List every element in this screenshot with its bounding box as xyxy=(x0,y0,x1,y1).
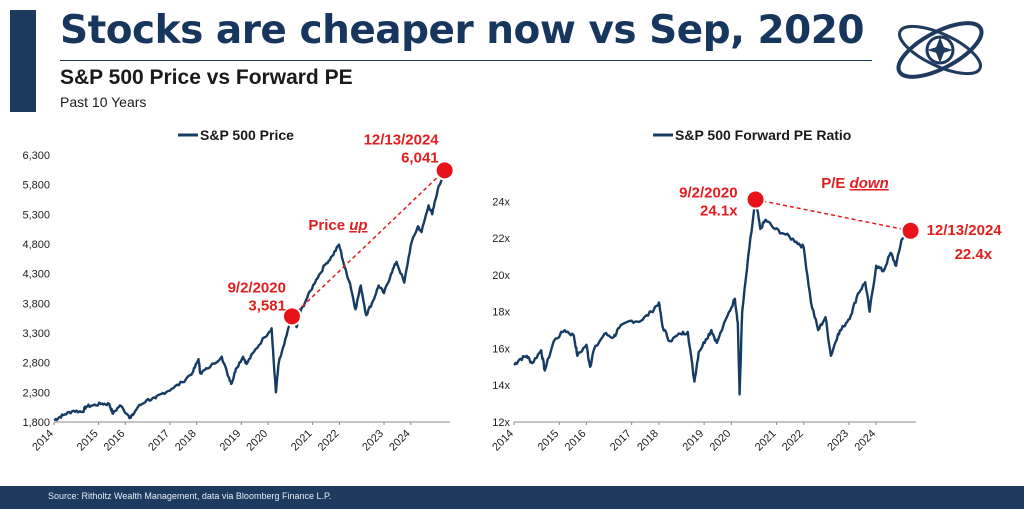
x-tick-label: 2023 xyxy=(360,428,386,454)
trend-line xyxy=(755,198,911,232)
y-tick-label: 12x xyxy=(492,417,510,429)
x-tick-label: 2020 xyxy=(244,428,270,454)
y-tick-label: 6,300 xyxy=(22,150,50,162)
x-tick-label: 2016 xyxy=(102,428,128,454)
annotation-value: 3,581 xyxy=(248,297,286,314)
pe-chart: S&P 500 Forward PE Ratio 12x 14x 16x 18x 20x 2… xyxy=(490,127,1002,453)
x-tick-label: 2017 xyxy=(608,428,634,454)
trend-label-emph: down xyxy=(850,175,889,192)
legend: S&P 500 Price xyxy=(178,127,294,143)
x-tick-label: 2015 xyxy=(75,428,101,454)
y-tick-label: 5,300 xyxy=(22,209,50,221)
x-tick-label: 2014 xyxy=(30,428,56,454)
annotation-value: 24.1x xyxy=(700,203,738,220)
series-line xyxy=(53,170,446,422)
annotation-date: 9/2/2020 xyxy=(679,185,737,202)
highlight-point xyxy=(281,306,302,327)
legend: S&P 500 Forward PE Ratio xyxy=(653,127,851,143)
x-tick-label: 2024 xyxy=(852,428,878,454)
x-tick-label: 2020 xyxy=(708,428,734,454)
legend-label: S&P 500 Price xyxy=(200,127,294,143)
x-tick-label: 2022 xyxy=(780,428,806,454)
highlight-point xyxy=(434,160,455,181)
chart-subtitle: S&P 500 Price vs Forward PE xyxy=(60,66,353,89)
x-tick-label: 2014 xyxy=(490,428,516,454)
highlight-point xyxy=(900,220,921,241)
trend-label-prefix: Price xyxy=(308,217,349,234)
y-tick-label: 2,800 xyxy=(22,358,50,370)
source-note: Source: Ritholtz Wealth Management, data… xyxy=(48,491,332,501)
y-tick-label: 4,800 xyxy=(22,239,50,251)
title-rule xyxy=(60,60,872,61)
x-tick-label: 2015 xyxy=(536,428,562,454)
trend-label-emph: up xyxy=(349,217,367,234)
y-tick-label: 4,300 xyxy=(22,269,50,281)
legend-label: S&P 500 Forward PE Ratio xyxy=(675,127,851,143)
trend-line xyxy=(291,169,446,317)
y-tick-label: 3,800 xyxy=(22,298,50,310)
series-line xyxy=(513,198,911,396)
charts-area: S&P 500 Price 1,800 2,300 2,800 3,300 3,800 4,… xyxy=(22,127,1002,454)
trend-label-prefix: P/E xyxy=(821,175,849,192)
annotation-value: 22.4x xyxy=(955,246,993,263)
x-tick-label: 2019 xyxy=(680,428,706,454)
y-tick-label: 18x xyxy=(492,307,510,319)
x-tick-label: 2018 xyxy=(173,428,199,454)
y-tick-label: 5,800 xyxy=(22,180,50,192)
y-tick-label: 22x xyxy=(492,233,510,245)
x-tick-label: 2021 xyxy=(753,428,779,454)
accent-bar xyxy=(10,10,36,112)
y-tick-label: 2,300 xyxy=(22,387,50,399)
y-tick-label: 20x xyxy=(492,270,510,282)
annotation-value: 6,041 xyxy=(401,149,439,166)
y-tick-label: 14x xyxy=(492,380,510,392)
x-tick-label: 2017 xyxy=(146,428,172,454)
x-tick-label: 2022 xyxy=(316,428,342,454)
annotation-date: 9/2/2020 xyxy=(228,279,286,296)
y-tick-label: 1,800 xyxy=(22,417,50,429)
logo-icon xyxy=(896,21,984,79)
price-chart: S&P 500 Price 1,800 2,300 2,800 3,300 3,800 4,… xyxy=(22,127,455,454)
page-title: Stocks are cheaper now vs Sep, 2020 xyxy=(60,8,865,53)
x-tick-label: 2024 xyxy=(387,428,413,454)
annotation-date: 12/13/2024 xyxy=(364,131,440,148)
x-tick-label: 2018 xyxy=(635,428,661,454)
period-label: Past 10 Years xyxy=(60,94,147,110)
x-tick-label: 2021 xyxy=(289,428,315,454)
y-tick-label: 3,300 xyxy=(22,328,50,340)
y-tick-label: 24x xyxy=(492,196,510,208)
y-tick-label: 16x xyxy=(492,343,510,355)
x-tick-label: 2023 xyxy=(825,428,851,454)
trend-label: P/E down xyxy=(821,175,889,192)
footer-bar: Source: Ritholtz Wealth Management, data… xyxy=(0,486,1024,509)
x-tick-label: 2019 xyxy=(218,428,244,454)
annotation-date: 12/13/2024 xyxy=(927,222,1003,239)
x-tick-label: 2016 xyxy=(563,428,589,454)
highlight-point xyxy=(745,189,766,210)
trend-label: Price up xyxy=(308,217,367,234)
